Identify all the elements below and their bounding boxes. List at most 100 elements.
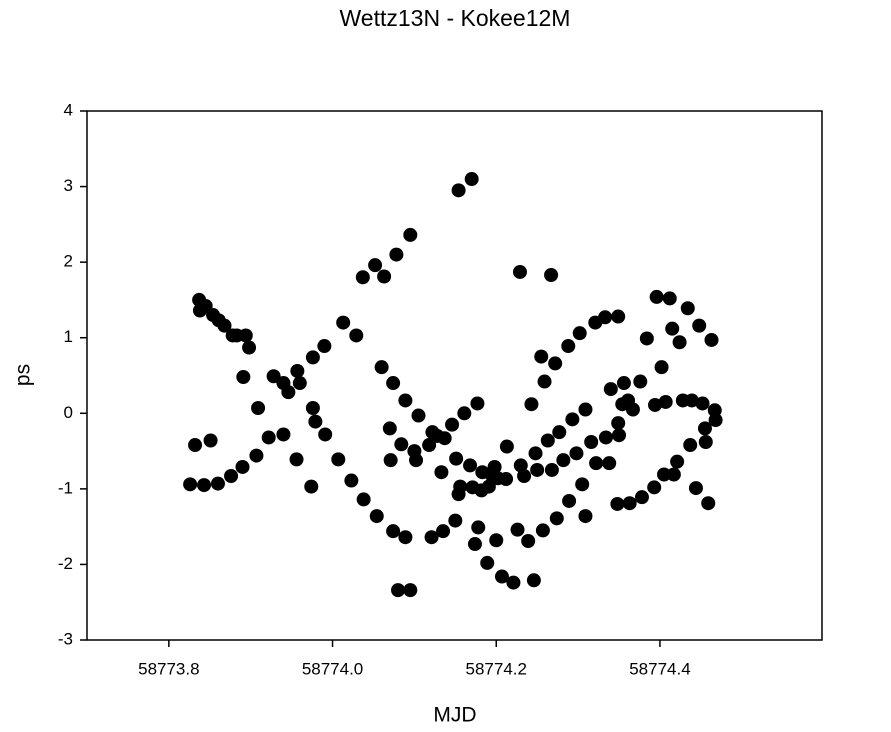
point: [471, 520, 486, 535]
point: [556, 453, 571, 468]
point: [524, 397, 539, 412]
point: [210, 476, 225, 491]
point: [403, 227, 418, 242]
point: [197, 478, 212, 493]
point: [654, 360, 669, 375]
point: [331, 452, 346, 467]
point: [598, 430, 613, 445]
point: [625, 402, 640, 417]
point: [657, 467, 672, 482]
point: [183, 477, 198, 492]
point: [470, 396, 485, 411]
point: [513, 458, 528, 473]
point: [368, 258, 383, 273]
point: [569, 446, 584, 461]
point: [449, 451, 464, 466]
point: [662, 291, 677, 306]
point: [481, 479, 496, 494]
point: [349, 328, 364, 343]
point: [235, 459, 250, 474]
point: [382, 421, 397, 436]
point: [562, 493, 577, 508]
point: [684, 393, 699, 408]
point: [480, 555, 495, 570]
point: [616, 376, 631, 391]
y-tick-label: 4: [64, 100, 73, 119]
point: [598, 310, 613, 325]
point: [424, 530, 439, 545]
point: [487, 459, 502, 474]
point: [510, 522, 525, 537]
y-tick-label: 1: [64, 327, 73, 346]
point: [261, 430, 276, 445]
point: [584, 435, 599, 450]
point: [356, 492, 371, 507]
point: [217, 318, 232, 333]
x-tick-label: 58773.8: [138, 659, 199, 678]
point: [422, 438, 437, 453]
point: [695, 396, 710, 411]
point: [658, 394, 673, 409]
point: [434, 465, 449, 480]
point: [565, 412, 580, 427]
point: [634, 490, 649, 505]
point: [552, 425, 567, 440]
point: [377, 269, 392, 284]
x-tick-label: 58774.0: [302, 659, 363, 678]
point: [670, 454, 685, 469]
point: [437, 431, 452, 446]
point: [374, 360, 389, 375]
point: [610, 496, 625, 511]
point: [317, 339, 332, 354]
point: [242, 340, 257, 355]
point: [289, 452, 304, 467]
point: [680, 301, 695, 316]
y-tick-label: -1: [58, 478, 73, 497]
point: [549, 511, 564, 526]
point: [386, 524, 401, 539]
point: [688, 481, 703, 496]
point: [540, 433, 555, 448]
x-axis-label: MJD: [433, 704, 476, 727]
point: [336, 315, 351, 330]
point: [451, 183, 466, 198]
x-tick-label: 58774.2: [466, 659, 527, 678]
point: [236, 370, 251, 385]
y-tick-label: -2: [58, 554, 73, 573]
point: [622, 496, 637, 511]
point: [391, 583, 406, 598]
point: [512, 264, 527, 279]
point: [578, 509, 593, 524]
point: [394, 437, 409, 452]
point: [506, 575, 521, 590]
point: [305, 350, 320, 365]
point: [649, 289, 664, 304]
plot-frame: [86, 110, 823, 641]
point: [398, 530, 413, 545]
point: [238, 328, 253, 343]
y-tick-label: 2: [64, 252, 73, 271]
point: [526, 573, 541, 588]
point: [411, 408, 426, 423]
point: [369, 509, 384, 524]
point: [448, 513, 463, 528]
point: [409, 453, 424, 468]
point: [639, 331, 654, 346]
point: [464, 172, 479, 187]
point: [665, 321, 680, 336]
point: [530, 462, 545, 477]
point: [648, 397, 663, 412]
point: [403, 583, 418, 598]
x-tick-label: 58774.4: [629, 659, 690, 678]
point: [344, 473, 359, 488]
point: [224, 469, 239, 484]
point: [305, 400, 320, 415]
y-tick-label: 0: [64, 403, 73, 422]
point: [633, 374, 648, 389]
point: [308, 414, 323, 429]
chart-title: Wettz13N - Kokee12M: [340, 5, 571, 31]
point: [578, 402, 593, 417]
point: [647, 480, 662, 495]
point: [672, 335, 687, 350]
